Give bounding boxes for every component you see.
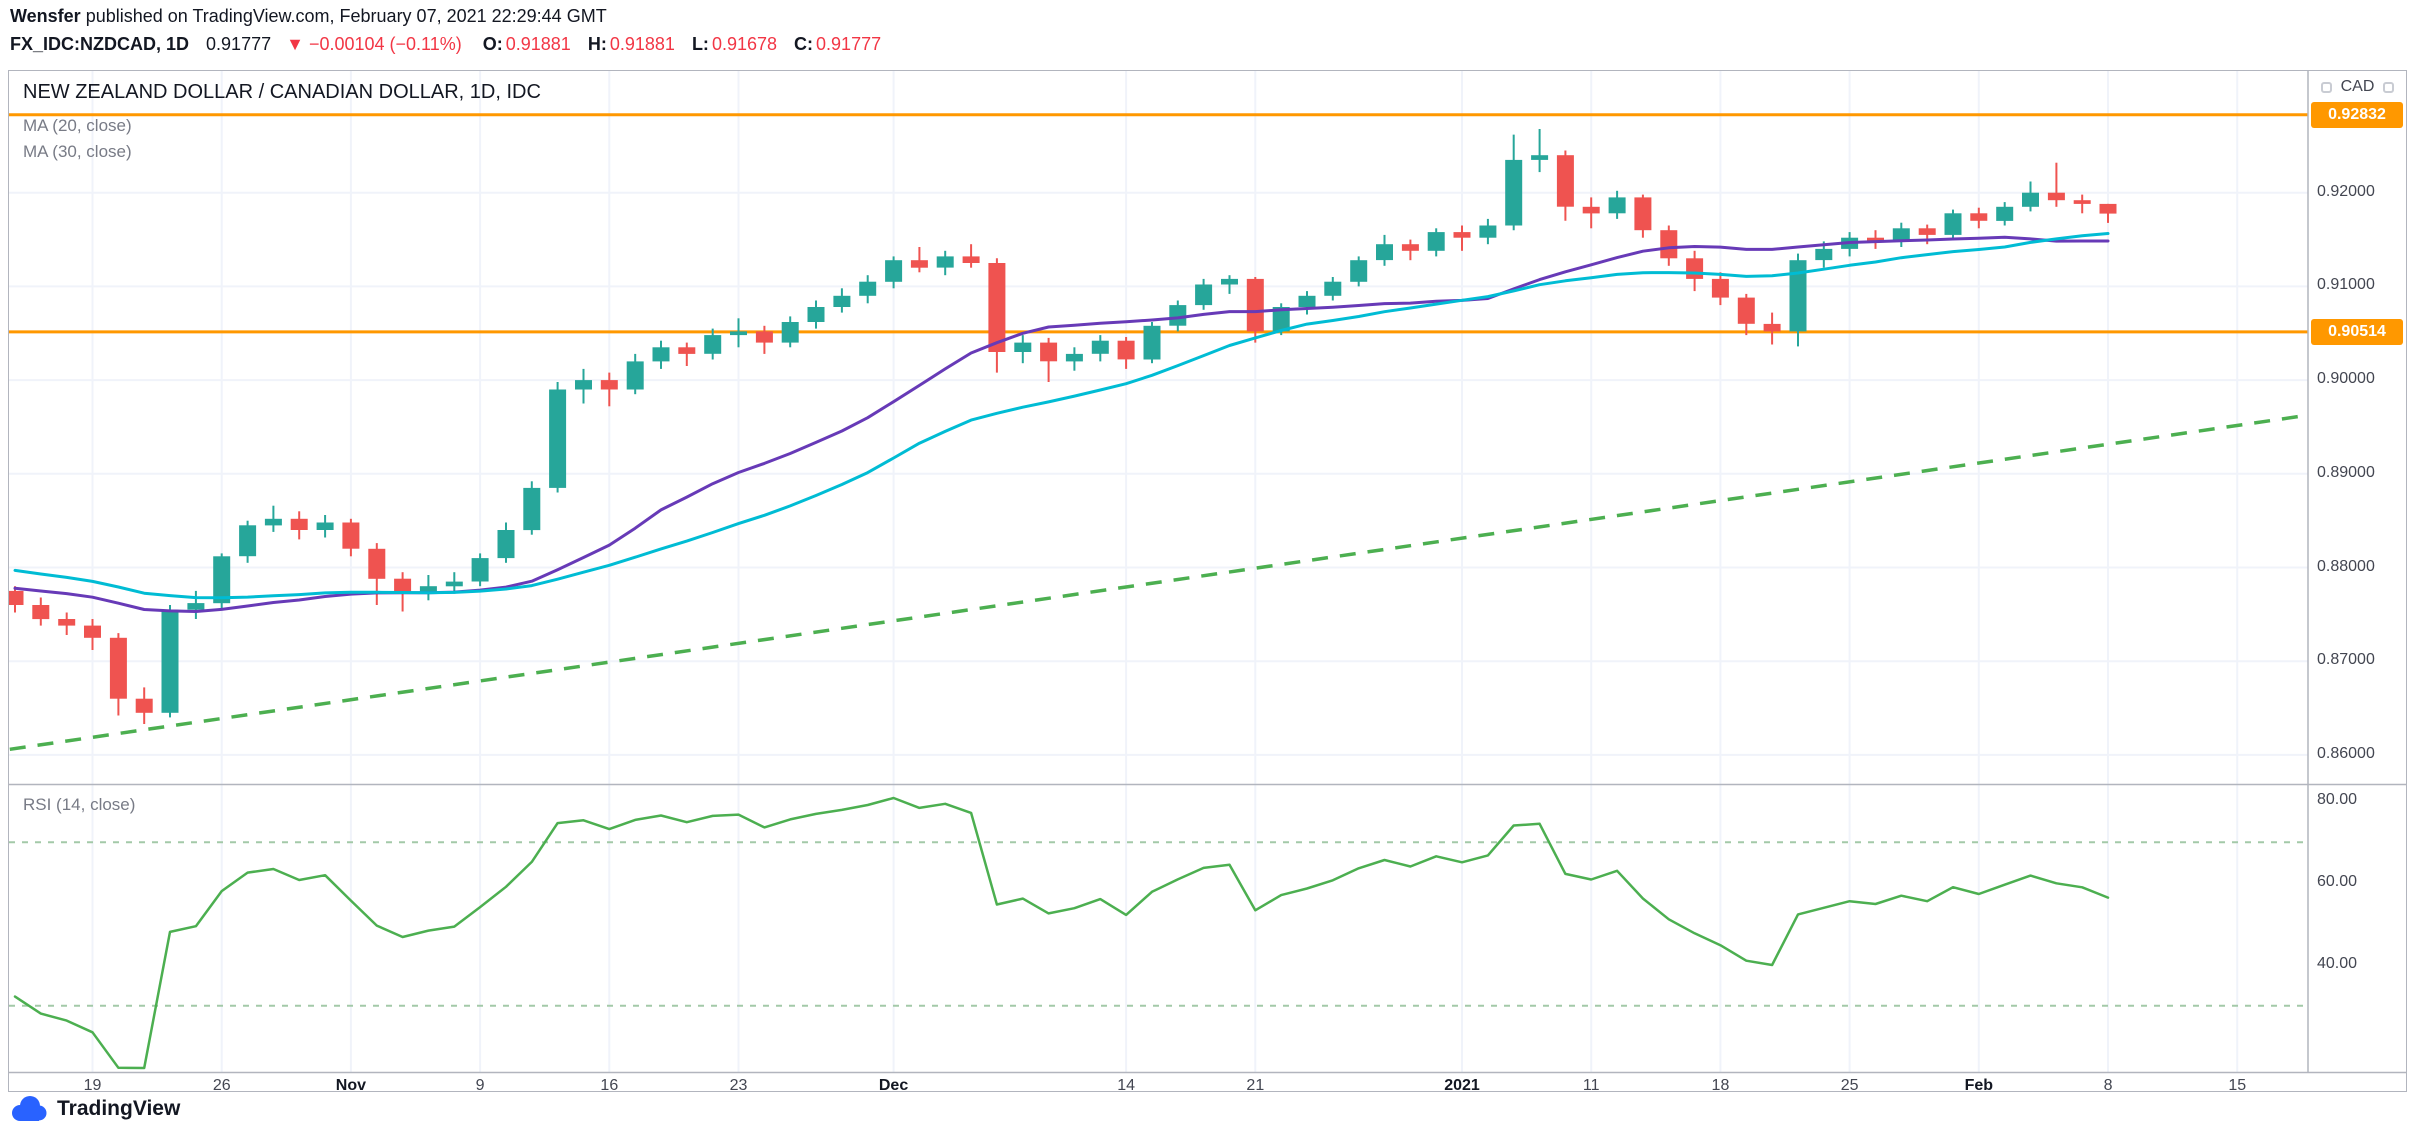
time-tick-label: 23 — [729, 1077, 748, 1094]
time-tick-label: 8 — [2103, 1077, 2113, 1094]
close-value: 0.91777 — [816, 34, 882, 54]
open-label: O: — [482, 34, 503, 54]
time-tick-label: 26 — [212, 1077, 231, 1094]
price-tick-label: 0.87000 — [2317, 651, 2375, 669]
tv-cloud-icon — [12, 1096, 47, 1121]
rsi-band-lines — [9, 841, 2308, 1007]
price-tick-label: 0.92000 — [2317, 182, 2375, 200]
price-tick-label: 0.90000 — [2317, 370, 2375, 388]
tradingview-logo[interactable]: TradingView — [10, 1095, 180, 1122]
time-tick-label: Nov — [335, 1077, 367, 1094]
ma30-line[interactable] — [13, 232, 2110, 600]
last-price: 0.91777 — [206, 34, 272, 54]
rsi-tick-label: 80.00 — [2317, 791, 2358, 809]
publish-header: Wensfer published on TradingView.com, Fe… — [10, 6, 607, 27]
time-tick-label: 19 — [83, 1077, 102, 1094]
trend-line[interactable] — [9, 413, 2305, 752]
time-tick-label: Feb — [1964, 1077, 1994, 1094]
price-level-badge: 0.92832 — [2311, 101, 2403, 128]
chart-container: NEW ZEALAND DOLLAR / CANADIAN DOLLAR, 1D… — [8, 70, 2407, 1094]
rsi-tick-label: 60.00 — [2317, 873, 2358, 891]
pane-dividers[interactable] — [9, 71, 2406, 1074]
rsi-legend[interactable]: RSI (14, close) — [23, 795, 136, 814]
publish-info: published on TradingView.com, February 0… — [80, 6, 607, 26]
axis-currency-label: CAD — [2340, 78, 2375, 95]
candlestick-series — [9, 129, 2117, 724]
time-tick-label: 2021 — [1444, 1077, 1480, 1094]
time-tick-label: 18 — [1711, 1077, 1730, 1094]
tv-logo-text: TradingView — [57, 1096, 181, 1120]
price-level-badge: 0.90514 — [2311, 318, 2403, 345]
time-axis[interactable]: 19 26 Nov 9 16 23 Dec 14 21 2021 11 18 25 Feb 8 15 — [9, 1073, 2308, 1094]
price-change: ▼ −0.00104 (−0.11%) — [286, 34, 462, 54]
time-tick-label: Dec — [878, 1077, 909, 1094]
time-tick-label: 21 — [1246, 1077, 1265, 1094]
rsi-tick-label: 40.00 — [2317, 954, 2358, 972]
high-label: H: — [587, 34, 607, 54]
price-tick-label: 0.88000 — [2317, 557, 2375, 575]
time-tick-label: 14 — [1117, 1077, 1136, 1094]
open-value: 0.91881 — [505, 34, 571, 54]
author-name: Wensfer — [10, 6, 81, 26]
time-tick-label: 11 — [1582, 1077, 1600, 1094]
symbol-info-bar: FX_IDC:NZDCAD, 1D 0.91777 ▼ −0.00104 (−0… — [10, 34, 893, 55]
price-level-lines[interactable] — [9, 113, 2308, 334]
axis-currency-row: CAD — [2308, 71, 2407, 103]
price-tick-label: 0.89000 — [2317, 463, 2375, 481]
time-tick-label: 16 — [600, 1077, 619, 1094]
axis-percent-icon[interactable] — [2320, 81, 2332, 93]
high-value: 0.91881 — [609, 34, 675, 54]
price-axis[interactable]: CAD 0.92000 0.91000 0.90000 0.89000 0.88000 0… — [2308, 71, 2407, 1072]
time-tick-label: 15 — [2228, 1077, 2247, 1094]
chart-canvas[interactable] — [9, 71, 2406, 1091]
price-tick-label: 0.91000 — [2317, 276, 2375, 294]
time-tick-label: 25 — [1840, 1077, 1859, 1094]
time-tick-label: 9 — [475, 1077, 485, 1094]
low-value: 0.91678 — [711, 34, 778, 54]
grid — [9, 71, 2308, 1073]
close-label: C: — [794, 34, 814, 54]
symbol-name[interactable]: FX_IDC:NZDCAD, 1D — [10, 34, 190, 54]
axis-settings-icon[interactable] — [2383, 81, 2395, 93]
rsi-line[interactable] — [13, 796, 2110, 1070]
price-tick-label: 0.86000 — [2317, 744, 2375, 762]
low-label: L: — [691, 34, 709, 54]
